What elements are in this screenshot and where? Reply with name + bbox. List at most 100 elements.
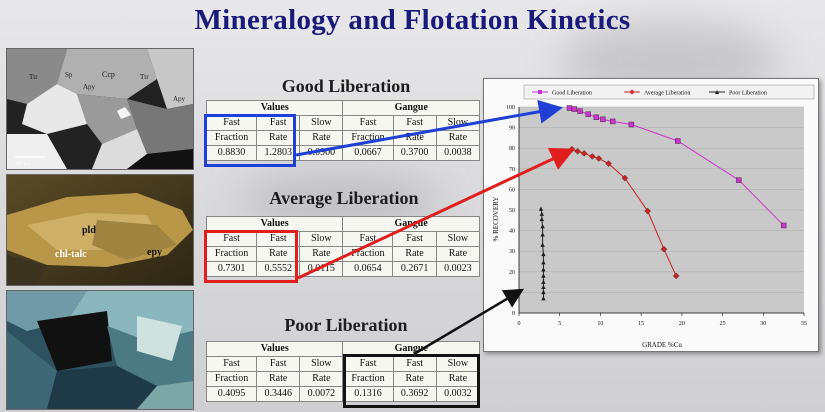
data-point — [580, 150, 588, 157]
legend-label: Good Liberation — [552, 91, 592, 97]
column-header: Slow — [299, 231, 344, 247]
micrograph-poor-liberation — [6, 290, 194, 410]
column-header: Fast — [342, 115, 394, 131]
micrograph-good-image: Ttr Sp Ccp Ttr Apy Gn Apy 100 μm — [7, 49, 193, 169]
column-header: Rate — [299, 246, 344, 262]
table-cell: 0.8830 — [205, 145, 258, 161]
legend-label: Average Liberation — [644, 91, 690, 97]
table-cell: 0.4095 — [205, 386, 258, 402]
data-point — [660, 245, 668, 253]
slide-title: Mineralogy and Flotation Kinetics — [194, 4, 631, 36]
column-header: Fraction — [342, 130, 394, 146]
y-axis-label: % RECOVERY — [492, 197, 500, 242]
section-title-good: Good Liberation — [281, 76, 411, 96]
data-point — [577, 108, 583, 114]
column-header: Fast — [342, 231, 394, 247]
mineral-label: epy — [147, 247, 162, 258]
data-point — [628, 121, 635, 128]
y-tick-label: 100 — [506, 105, 515, 111]
x-tick-label: 20 — [679, 321, 685, 327]
column-header: Slow — [299, 115, 344, 131]
gangue-group-header: Gangue — [342, 100, 480, 116]
y-tick-label: 10 — [509, 290, 515, 296]
data-point — [644, 207, 651, 215]
column-header: Rate — [299, 130, 344, 146]
data-point — [541, 284, 546, 290]
data-point — [541, 289, 546, 295]
table-cell: 0.0115 — [299, 261, 344, 277]
grade-recovery-chart: Good Liberation Average Liberation Poor Li… — [483, 78, 819, 352]
data-point — [593, 114, 600, 120]
mineral-label: chl-talc — [55, 249, 87, 260]
column-header: Fraction — [205, 371, 258, 387]
data-point — [585, 111, 591, 117]
legend-marker — [715, 90, 719, 94]
data-point — [541, 279, 546, 284]
data-point — [566, 105, 573, 111]
column-header: Rate — [392, 130, 437, 146]
table-cell: 0.0900 — [299, 145, 344, 161]
x-tick-label: 10 — [597, 321, 603, 327]
table-cell: 0.3692 — [392, 386, 437, 402]
column-header: Fast — [392, 231, 437, 247]
x-tick-label: 5 — [558, 321, 561, 327]
column-header: Rate — [256, 371, 301, 387]
column-header: Slow — [435, 115, 481, 131]
data-point — [609, 118, 616, 125]
y-tick-label: 70 — [509, 167, 515, 173]
y-tick-label: 90 — [509, 126, 515, 132]
column-header: Fast — [392, 115, 437, 131]
table-cell: 0.7301 — [205, 261, 258, 277]
y-tick-label: 60 — [509, 187, 515, 193]
y-tick-label: 40 — [509, 229, 515, 235]
micrograph-poor-image — [7, 291, 193, 409]
data-point — [675, 138, 681, 144]
x-tick-label: 15 — [638, 321, 644, 327]
column-header: Rate — [392, 246, 437, 262]
x-tick-label: 35 — [801, 321, 807, 327]
values-group-header: Values — [205, 341, 344, 357]
mineral-label: Ttr — [140, 73, 149, 81]
mineral-label: Ccp — [102, 70, 115, 79]
data-point — [589, 153, 596, 160]
data-point — [541, 296, 546, 301]
data-point — [605, 160, 612, 167]
data-point — [571, 106, 578, 112]
y-tick-label: 20 — [509, 270, 515, 276]
series-line — [571, 148, 677, 277]
table-cell: 0.0654 — [342, 261, 394, 277]
table-cell: 0.0023 — [435, 261, 481, 277]
x-axis-label: GRADE %Cu — [642, 341, 682, 349]
column-header: Rate — [299, 371, 344, 387]
scale-label: 100 μm — [15, 162, 30, 167]
x-tick-label: 0 — [518, 321, 521, 327]
mineral-label: pld — [82, 225, 96, 236]
data-point — [736, 177, 742, 183]
column-header: Slow — [435, 231, 481, 247]
data-point — [621, 174, 629, 182]
y-tick-label: 0 — [512, 311, 515, 317]
micrograph-average-liberation: pld chl-talc epy — [6, 174, 194, 286]
data-point — [595, 155, 603, 162]
column-header: Fast — [256, 356, 301, 372]
micrograph-good-liberation: Ttr Sp Ccp Ttr Apy Gn Apy 100 μm — [6, 48, 194, 170]
y-tick-label: 80 — [509, 146, 515, 152]
section-title-average: Average Liberation — [269, 188, 419, 208]
table-cell: 0.3700 — [392, 145, 437, 161]
y-tick-label: 30 — [509, 249, 515, 255]
highlight-box-average-values — [204, 230, 298, 283]
grade-recovery-chart-svg: Good Liberation Average Liberation Poor Li… — [492, 84, 815, 349]
mineral-label: Apy — [173, 95, 186, 103]
data-point — [600, 116, 606, 123]
mineral-label: Ttr — [29, 73, 38, 81]
section-title-poor: Poor Liberation — [284, 315, 408, 335]
data-point — [672, 272, 680, 280]
mineral-label: Gn — [147, 87, 156, 95]
column-header: Slow — [299, 356, 344, 372]
legend-marker — [538, 90, 542, 94]
table-cell: 0.0667 — [342, 145, 394, 161]
legend-box — [523, 84, 815, 100]
highlight-box-poor-gangue — [343, 354, 480, 408]
table-cell: 0.0072 — [299, 386, 344, 402]
column-header: Fraction — [342, 246, 394, 262]
